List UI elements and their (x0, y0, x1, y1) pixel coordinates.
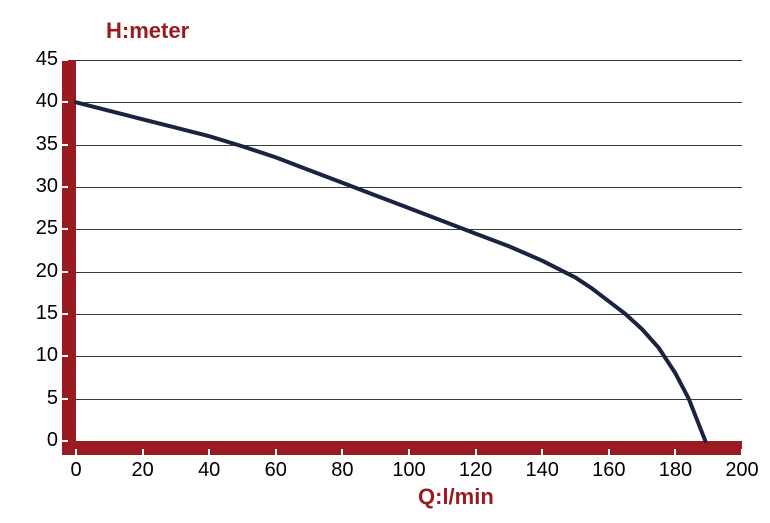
x-tick-label: 60 (251, 459, 301, 482)
y-tick-label: 25 (10, 217, 58, 240)
y-tick-label: 15 (10, 302, 58, 325)
x-tick-label: 80 (317, 459, 367, 482)
x-tick-label: 40 (184, 459, 234, 482)
data-curve (62, 60, 742, 455)
plot-area: 0510152025303540450204060801001201401601… (62, 60, 742, 455)
y-tick-label: 10 (10, 344, 58, 367)
series-line (76, 102, 705, 441)
y-axis-title: H:meter (106, 18, 189, 44)
y-tick-label: 30 (10, 175, 58, 198)
y-tick-label: 5 (10, 387, 58, 410)
y-tick-label: 35 (10, 133, 58, 156)
x-tick-label: 120 (451, 459, 501, 482)
x-tick-label: 180 (650, 459, 700, 482)
y-tick-label: 40 (10, 90, 58, 113)
x-tick-label: 160 (584, 459, 634, 482)
y-tick-label: 0 (10, 429, 58, 452)
x-tick-label: 100 (384, 459, 434, 482)
y-tick-label: 20 (10, 260, 58, 283)
x-axis-title: Q:l/min (418, 484, 494, 510)
x-tick-label: 140 (517, 459, 567, 482)
y-tick-label: 45 (10, 48, 58, 71)
x-tick-label: 0 (51, 459, 101, 482)
x-tick-label: 200 (717, 459, 767, 482)
pump-curve-chart: H:meter Q:l/min 051015202530354045020406… (0, 0, 770, 523)
x-tick-label: 20 (118, 459, 168, 482)
